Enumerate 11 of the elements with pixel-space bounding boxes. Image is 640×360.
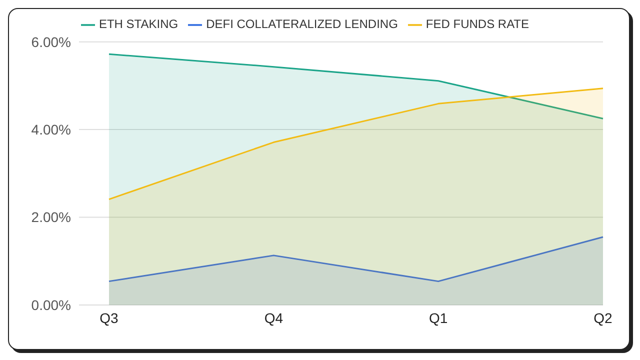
- x-tick-label: Q1: [428, 310, 448, 326]
- x-tick-label: Q4: [264, 310, 284, 326]
- y-tick-label: 0.00%: [31, 296, 71, 313]
- y-tick-label: 4.00%: [31, 122, 71, 138]
- legend-label: FED FUNDS RATE: [426, 17, 530, 31]
- y-tick-label: 6.00%: [31, 34, 71, 50]
- legend-label: ETH STAKING: [98, 17, 178, 31]
- y-tick-label: 2.00%: [31, 209, 71, 226]
- legend-label: DEFI COLLATERALIZED LENDING: [206, 17, 398, 31]
- x-tick-label: Q3: [100, 310, 119, 326]
- x-tick-label: Q2: [594, 310, 613, 326]
